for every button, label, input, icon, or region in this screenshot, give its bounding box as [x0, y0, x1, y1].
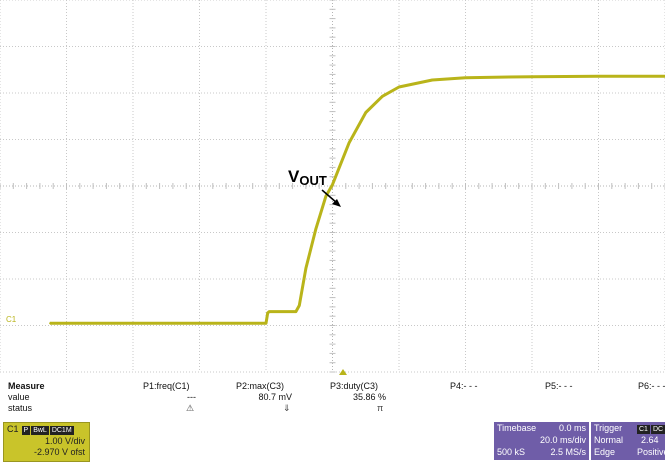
vout-annotation: VOUT	[288, 167, 341, 207]
data-point	[348, 142, 350, 144]
measurement-table: Measure P1:freq(C1) P2:max(C3) P3:duty(C…	[0, 381, 665, 421]
param-name[interactable]: P1:freq(C1)	[143, 381, 190, 391]
channel-marker: C1	[6, 315, 17, 324]
trigger-mode: Normal	[594, 435, 624, 445]
data-point	[268, 310, 271, 313]
channel-1-descriptor[interactable]: C1 P BwL DC1M 1.00 V/div -2.970 V ofst	[3, 422, 90, 462]
param-name[interactable]: P3:duty(C3)	[330, 381, 379, 391]
param-name[interactable]: P2:max(C3)	[236, 381, 285, 391]
param-name[interactable]: P5:- - -	[545, 381, 573, 391]
data-point	[198, 322, 201, 325]
channel-name: C1	[7, 424, 19, 434]
data-point	[305, 267, 307, 270]
data-point	[464, 76, 467, 79]
measure-status-row: status ⚠ ⇓ π	[0, 403, 665, 414]
channel-offset: -2.970 V ofst	[33, 447, 85, 457]
param-name[interactable]: P4:- - -	[450, 381, 478, 391]
trigger-slope: Positive	[637, 447, 665, 457]
trigger-level: 2.64	[641, 435, 659, 445]
data-point	[331, 183, 334, 186]
status-pi-icon: π	[377, 403, 384, 413]
channel-tag: BwL	[31, 426, 49, 435]
data-point	[248, 322, 251, 325]
data-point	[398, 86, 400, 88]
timebase-samples: 500 kS	[497, 447, 526, 457]
param-name[interactable]: P6:- - -	[638, 381, 665, 391]
measure-value-row: value --- 80.7 mV 35.86 %	[0, 392, 665, 403]
data-point	[325, 195, 327, 197]
trigger-label: Trigger	[594, 423, 623, 433]
data-point	[291, 310, 294, 313]
status-down-icon: ⇓	[283, 403, 291, 413]
trigger-tag: DC	[650, 425, 665, 434]
param-value: ---	[187, 392, 196, 402]
row-label-value: value	[8, 392, 30, 402]
annotation-sub: OUT	[299, 173, 327, 188]
annotation-label: VOUT	[288, 167, 327, 188]
oscilloscope-screen: C1 VOUT	[0, 0, 665, 375]
data-point	[148, 322, 151, 325]
measure-header: Measure	[8, 381, 45, 391]
annotation-arrow-head	[332, 199, 341, 207]
data-point	[281, 310, 284, 313]
param-value: 80.7 mV	[258, 392, 292, 402]
data-point	[365, 111, 367, 114]
status-warning-icon: ⚠	[186, 403, 195, 413]
data-point	[99, 322, 101, 325]
trigger-type: Edge	[594, 447, 616, 457]
timebase-rate: 2.5 MS/s	[550, 447, 586, 457]
data-point	[266, 312, 269, 314]
data-point	[597, 75, 600, 78]
data-point	[431, 79, 434, 81]
channel-tag: P	[21, 426, 31, 435]
param-value: 35.86 %	[352, 392, 386, 402]
timebase-descriptor[interactable]: Timebase 0.0 ms 20.0 ms/div 500 kS 2.5 M…	[494, 422, 589, 460]
data-point	[298, 304, 301, 307]
trigger-position-marker	[339, 369, 347, 375]
data-point	[315, 228, 317, 230]
annotation-arrow-line	[321, 189, 338, 204]
channel-vdiv: 1.00 V/div	[44, 436, 85, 446]
channel-tag: DC1M	[49, 426, 74, 435]
grid	[0, 0, 665, 373]
data-point	[531, 75, 533, 78]
data-point	[265, 322, 267, 325]
data-point	[295, 310, 297, 313]
row-label-status: status	[8, 403, 33, 413]
timebase-tdiv: 20.0 ms/div	[539, 435, 586, 445]
timebase-label: Timebase	[497, 423, 537, 433]
measure-header-row: Measure P1:freq(C1) P2:max(C3) P3:duty(C…	[0, 381, 665, 392]
data-point	[381, 95, 384, 98]
trigger-tag: C1	[637, 425, 650, 434]
timebase-delay: 0.0 ms	[558, 423, 586, 433]
trace-layer	[49, 74, 665, 325]
annotation-main: V	[288, 167, 300, 186]
data-point	[49, 322, 51, 325]
